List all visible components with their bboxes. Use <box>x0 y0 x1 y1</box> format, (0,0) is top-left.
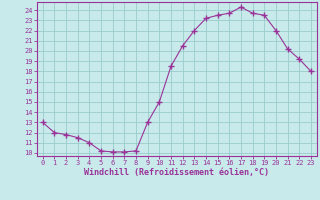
X-axis label: Windchill (Refroidissement éolien,°C): Windchill (Refroidissement éolien,°C) <box>84 168 269 177</box>
